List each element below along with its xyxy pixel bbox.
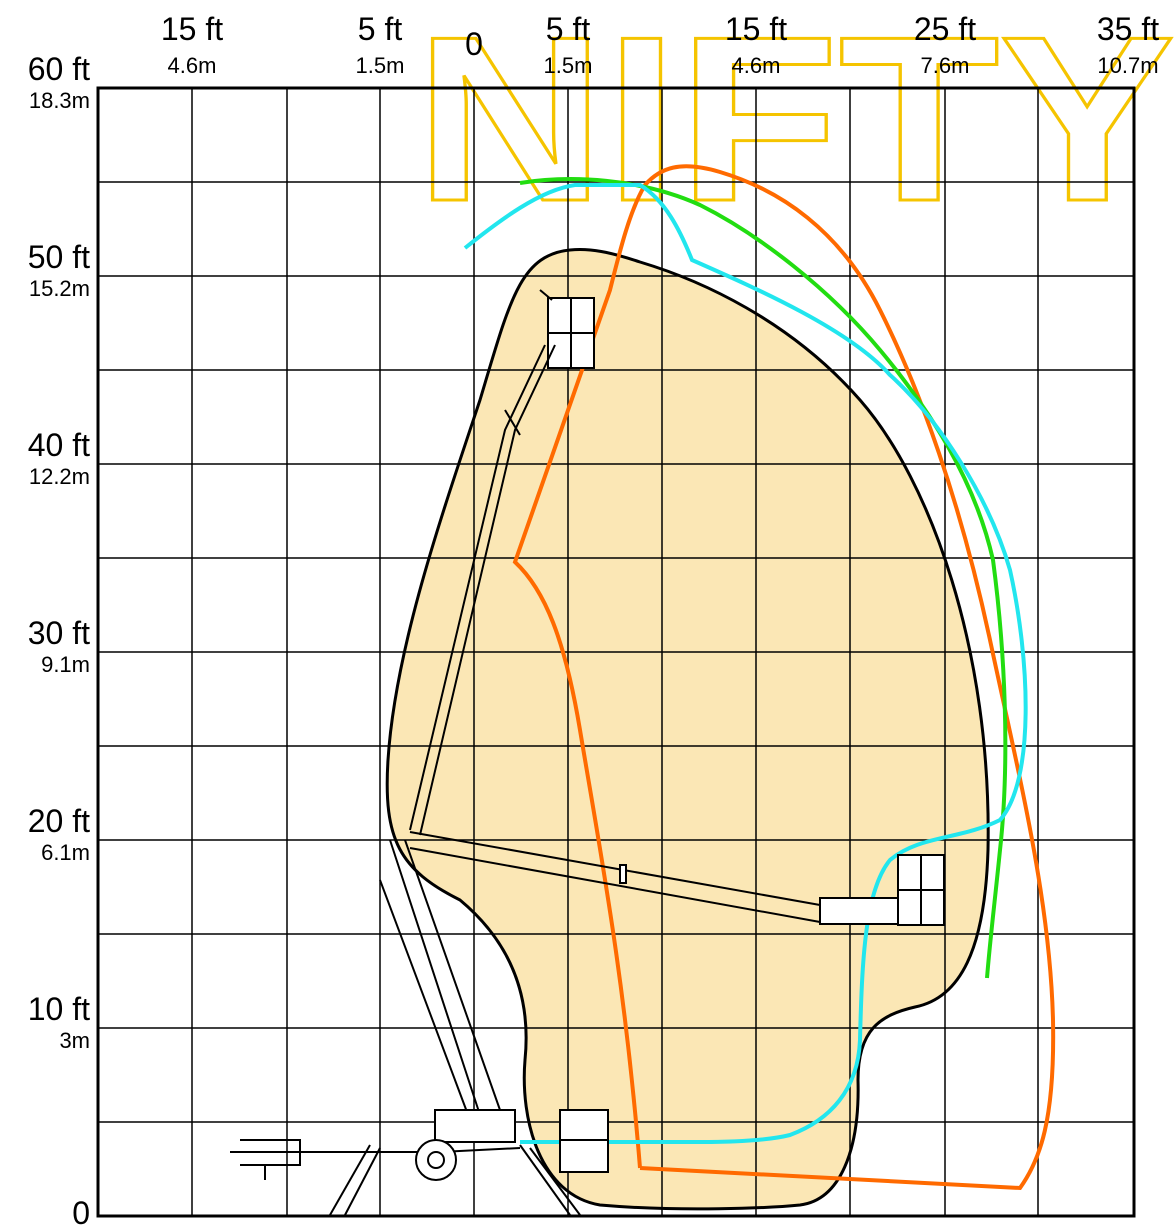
trailer-chassis [230,1109,521,1181]
watermark-text: NIFTY [415,0,1175,250]
y-axis-tick-label-ft: 50 ft [28,239,90,275]
outrigger-legs [322,1144,590,1217]
x-axis-tick-label-m: 1.5m [544,53,593,78]
plot-frame [96,86,1136,1218]
y-axis-tick-label-ft: 40 ft [28,427,90,463]
y-axis-tick-label-ft: 30 ft [28,615,90,651]
y-axis-tick-label-m: 12.2m [29,464,90,489]
y-axis-tick-label-ft: 60 ft [28,51,90,87]
y-axis-tick-label-m: 15.2m [29,276,90,301]
x-axis-tick-label-ft: 15 ft [725,11,787,47]
x-axis-tick-label-m: 1.5m [356,53,405,78]
extended-platform-basket [819,854,945,926]
working-envelope [385,248,990,1211]
x-axis-tick-label-m: 4.6m [732,53,781,78]
green-range-curve [519,177,1008,979]
upper-platform-basket [539,289,595,369]
orange-range-curve [512,164,1056,1191]
y-axis-tick-label-ft: 0 [72,1195,90,1226]
upper-boom-arm [409,344,556,836]
y-axis-tick-label-ft: 10 ft [28,991,90,1027]
boom-lift-machine [230,289,945,1217]
x-axis-tick-label-ft: 5 ft [358,11,403,47]
x-axis-tick-label-ft: 35 ft [1097,11,1159,47]
y-axis-tick-label-m: 6.1m [41,840,90,865]
x-axis-tick-label-m: 7.6m [921,53,970,78]
x-axis-tick-label-m: 4.6m [168,53,217,78]
cyan-range-curve [463,183,1028,1144]
x-axis-tick-label-m: 10.7m [1097,53,1158,78]
x-axis-tick-label-ft: 25 ft [914,11,976,47]
lower-boom-arm [379,839,501,1121]
x-axis-labels: 15 ft 4.6m 5 ft 1.5m 0 5 ft 1.5m 15 ft 4.6m 25 ft… [161,11,1159,78]
x-axis-tick-label-ft: 0 [465,26,483,62]
x-axis-tick-label-ft: 5 ft [546,11,591,47]
y-axis-tick-label-m: 3m [59,1028,90,1053]
x-axis-tick-label-ft: 15 ft [161,11,223,47]
horizontal-boom-arm [409,831,821,923]
y-axis-tick-label-m: 18.3m [29,88,90,113]
y-axis-tick-label-ft: 20 ft [28,803,90,839]
y-axis-tick-label-m: 9.1m [41,652,90,677]
stowed-platform-basket [559,1109,609,1173]
